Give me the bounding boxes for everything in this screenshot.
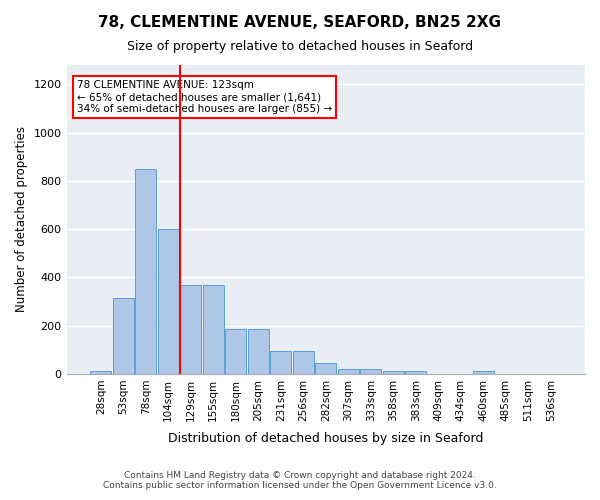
Bar <box>225 330 247 374</box>
Bar <box>203 284 224 374</box>
Bar <box>473 372 494 374</box>
Bar <box>158 229 179 374</box>
Text: 78 CLEMENTINE AVENUE: 123sqm
← 65% of detached houses are smaller (1,641)
34% of: 78 CLEMENTINE AVENUE: 123sqm ← 65% of de… <box>77 80 332 114</box>
Y-axis label: Number of detached properties: Number of detached properties <box>15 126 28 312</box>
Bar <box>270 351 292 374</box>
Text: Contains HM Land Registry data © Crown copyright and database right 2024.
Contai: Contains HM Land Registry data © Crown c… <box>103 470 497 490</box>
Bar <box>315 363 337 374</box>
Text: Size of property relative to detached houses in Seaford: Size of property relative to detached ho… <box>127 40 473 53</box>
X-axis label: Distribution of detached houses by size in Seaford: Distribution of detached houses by size … <box>168 432 484 445</box>
Bar <box>405 372 427 374</box>
Bar <box>180 284 202 374</box>
Bar <box>360 369 382 374</box>
Text: 78, CLEMENTINE AVENUE, SEAFORD, BN25 2XG: 78, CLEMENTINE AVENUE, SEAFORD, BN25 2XG <box>98 15 502 30</box>
Bar <box>248 330 269 374</box>
Bar <box>383 372 404 374</box>
Bar <box>135 169 157 374</box>
Bar <box>113 298 134 374</box>
Bar <box>90 372 112 374</box>
Bar <box>338 369 359 374</box>
Bar <box>293 351 314 374</box>
